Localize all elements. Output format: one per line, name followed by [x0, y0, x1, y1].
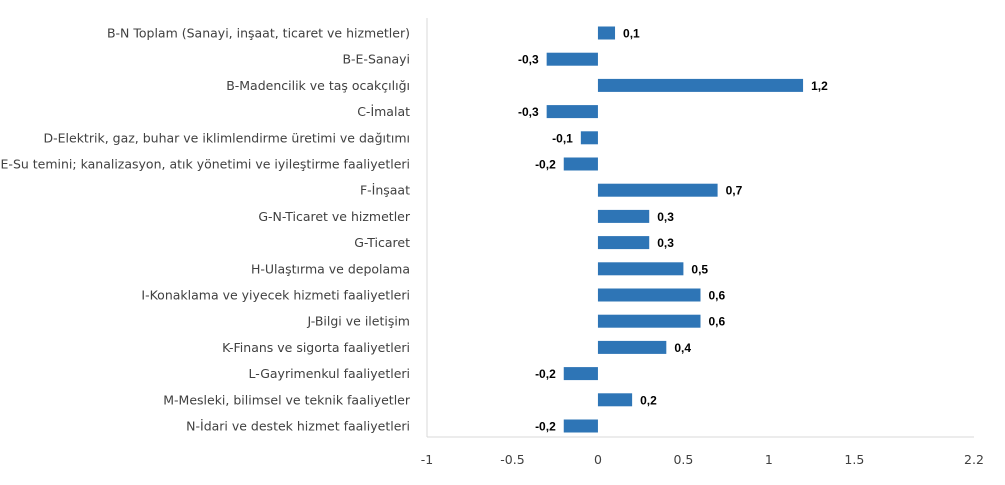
chart-bars	[546, 26, 804, 433]
category-label: L-Gayrimenkul faaliyetleri	[248, 366, 410, 381]
bar	[597, 262, 684, 276]
category-label: E-Su temini; kanalizasyon, atık yönetimi…	[1, 157, 410, 172]
category-label: H-Ulaştırma ve depolama	[251, 261, 410, 276]
category-label: B-Madencilik ve taş ocakçılığı	[226, 78, 410, 93]
category-label: J-Bilgi ve iletişim	[307, 314, 410, 329]
bar	[597, 209, 650, 223]
data-label: 0,6	[709, 289, 726, 303]
data-label: 0,6	[709, 315, 726, 329]
x-tick-label: 1	[765, 452, 773, 467]
category-label: B-E-Sanayi	[342, 52, 410, 67]
data-label: 0,1	[623, 27, 640, 41]
bar	[597, 340, 667, 354]
data-label: 0,7	[726, 184, 743, 198]
data-label: 0,3	[657, 210, 674, 224]
bar	[597, 78, 804, 92]
category-label: N-İdari ve destek hizmet faaliyetleri	[186, 419, 410, 434]
data-label: 0,5	[691, 262, 708, 276]
category-label: M-Mesleki, bilimsel ve teknik faaliyetle…	[163, 392, 411, 407]
data-label: -0,3	[518, 53, 539, 67]
data-label: -0,2	[535, 158, 556, 172]
x-tick-label: 0.5	[673, 452, 693, 467]
x-tick-label: 0	[594, 452, 602, 467]
bar	[597, 314, 701, 328]
bar	[563, 157, 598, 171]
category-label: G-Ticaret	[354, 235, 410, 250]
bar	[546, 52, 598, 66]
data-label: -0,3	[518, 105, 539, 119]
bar	[597, 393, 633, 407]
bar	[597, 26, 616, 40]
bar	[597, 288, 701, 302]
bar	[563, 367, 598, 381]
category-labels: B-N Toplam (Sanayi, inşaat, ticaret ve h…	[1, 26, 411, 434]
category-label: K-Finans ve sigorta faaliyetleri	[222, 340, 410, 355]
bar	[546, 105, 598, 119]
category-label: B-N Toplam (Sanayi, inşaat, ticaret ve h…	[107, 26, 410, 41]
data-label: -0,2	[535, 420, 556, 434]
category-label: I-Konaklama ve yiyecek hizmeti faaliyetl…	[141, 288, 410, 303]
chart-axes	[426, 18, 974, 438]
bar	[597, 236, 650, 250]
data-label: -0,1	[552, 131, 573, 145]
data-label: 0,4	[674, 341, 691, 355]
x-tick-labels: -1 -0.5 0 0.5 1 1.5 2.2	[421, 452, 984, 467]
x-tick-label: 1.5	[844, 452, 864, 467]
data-label: -0,2	[535, 367, 556, 381]
data-label: 1,2	[811, 79, 828, 93]
x-tick-label: -0.5	[500, 452, 524, 467]
data-label: 0,3	[657, 236, 674, 250]
data-labels: 0,1-0,31,2-0,3-0,1-0,20,70,30,30,50,60,6…	[518, 27, 828, 434]
category-label: D-Elektrik, gaz, buhar ve iklimlendirme …	[44, 130, 411, 145]
data-label: 0,2	[640, 393, 657, 407]
x-tick-label: -1	[421, 452, 433, 467]
x-tick-label: 2.2	[964, 452, 984, 467]
category-label: F-İnşaat	[360, 183, 410, 198]
bar	[563, 419, 598, 433]
bar	[597, 183, 718, 197]
category-label: C-İmalat	[357, 104, 410, 119]
category-label: G-N-Ticaret ve hizmetler	[258, 209, 411, 224]
bar	[580, 131, 598, 145]
